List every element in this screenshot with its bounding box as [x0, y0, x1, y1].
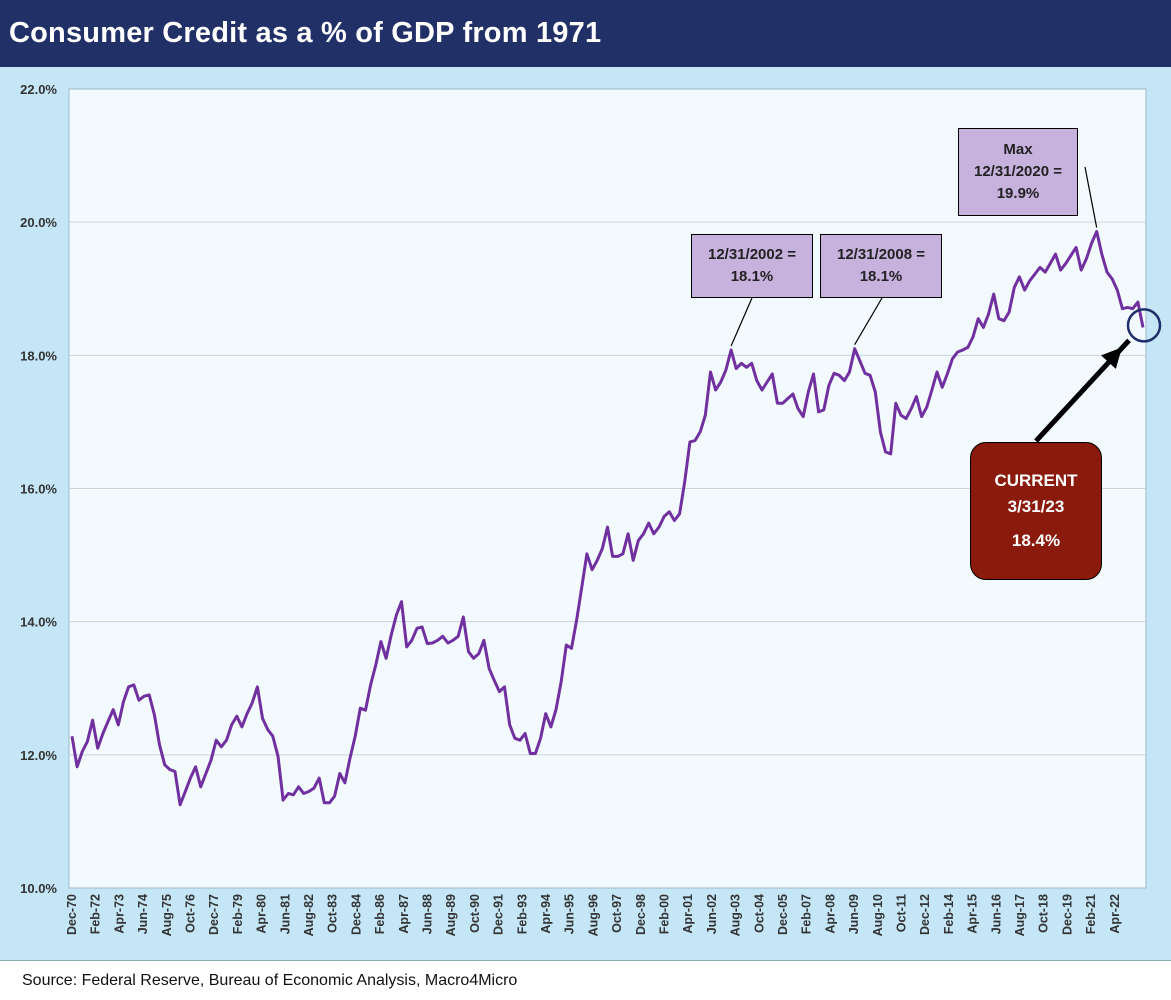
- y-tick-label: 12.0%: [20, 748, 57, 763]
- leader-line-2008: [854, 297, 883, 345]
- chart-title-bar: Consumer Credit as a % of GDP from 1971: [0, 0, 1171, 67]
- x-tick-label: Aug-10: [871, 894, 885, 936]
- source-note: Source: Federal Reserve, Bureau of Econo…: [0, 960, 1171, 1000]
- x-tick-label: Dec-84: [349, 894, 363, 935]
- line-chart: 10.0% 12.0% 14.0% 16.0% 18.0% 20.0% 22.0% Dec-7…: [20, 82, 1162, 936]
- chart-title: Consumer Credit as a % of GDP from 1971: [9, 17, 602, 49]
- x-tick-label: Oct-11: [895, 894, 909, 932]
- x-tick-label: Feb-79: [231, 894, 245, 934]
- x-tick-label: Aug-17: [1013, 894, 1027, 936]
- x-tick-label: Jun-16: [989, 894, 1003, 934]
- leader-line-max: [1084, 166, 1098, 228]
- callout-2008-line1: 12/31/2008 =: [836, 246, 925, 263]
- x-tick-label: Jun-09: [847, 894, 861, 934]
- x-tick-label: Aug-82: [302, 894, 316, 936]
- x-tick-label: Apr-87: [397, 894, 411, 934]
- x-tick-label: Jun-88: [421, 894, 435, 934]
- x-tick-label: Apr-80: [255, 894, 269, 934]
- current-value: 18.4%: [1011, 531, 1061, 550]
- x-tick-label: Dec-05: [776, 894, 790, 935]
- x-tick-label: Feb-07: [800, 894, 814, 934]
- y-tick-label: 16.0%: [20, 482, 57, 497]
- current-label: CURRENT: [994, 471, 1078, 490]
- callout-current: CURRENT 3/31/23 18.4%: [970, 442, 1102, 580]
- callout-2002-line1: 12/31/2002 =: [707, 246, 796, 263]
- x-tick-label: Jun-81: [278, 894, 292, 934]
- x-tick-label: Dec-77: [207, 894, 221, 935]
- y-tick-label: 22.0%: [20, 82, 57, 97]
- x-tick-label: Oct-18: [1037, 894, 1051, 933]
- x-tick-label: Feb-14: [942, 894, 956, 934]
- x-tick-label: Dec-91: [492, 894, 506, 935]
- x-tick-label: Oct-97: [610, 894, 624, 933]
- callout-max-line1: Max: [1003, 141, 1033, 158]
- y-tick-label: 10.0%: [20, 881, 57, 896]
- x-tick-label: Feb-86: [373, 894, 387, 934]
- x-tick-label: Dec-12: [918, 894, 932, 935]
- x-tick-label: Apr-15: [966, 894, 980, 934]
- x-tick-label: Feb-72: [89, 894, 103, 934]
- x-tick-label: Apr-22: [1108, 894, 1122, 934]
- x-tick-label: Feb-00: [658, 894, 672, 934]
- x-tick-label: Oct-83: [326, 894, 340, 933]
- x-tick-label: Oct-76: [184, 894, 198, 933]
- source-text: Source: Federal Reserve, Bureau of Econo…: [22, 971, 518, 989]
- leader-line-2002: [730, 297, 753, 347]
- x-tick-label: Oct-90: [468, 894, 482, 933]
- callout-2008-line2: 18.1%: [859, 268, 903, 285]
- current-arrow-head: [1101, 347, 1122, 369]
- callout-max-line3: 19.9%: [996, 185, 1040, 202]
- x-tick-label: Dec-70: [65, 894, 79, 935]
- x-tick-label: Oct-04: [752, 894, 766, 933]
- callout-2002-peak: 12/31/2002 = 18.1%: [691, 234, 813, 298]
- x-tick-label: Apr-73: [112, 894, 126, 934]
- x-tick-label: Apr-08: [823, 894, 837, 934]
- x-tick-label: Aug-03: [729, 894, 743, 936]
- x-tick-label: Jun-02: [705, 894, 719, 934]
- callout-2002-line2: 18.1%: [730, 268, 774, 285]
- y-tick-label: 20.0%: [20, 215, 57, 230]
- current-date: 3/31/23: [1007, 497, 1065, 516]
- x-tick-label: Aug-96: [586, 894, 600, 936]
- x-tick-label: Dec-98: [634, 894, 648, 935]
- callout-max: Max 12/31/2020 = 19.9%: [958, 128, 1078, 216]
- chart-frame: 10.0% 12.0% 14.0% 16.0% 18.0% 20.0% 22.0% Dec-7…: [0, 67, 1171, 960]
- x-tick-label: Dec-19: [1060, 894, 1074, 935]
- x-tick-label: Feb-21: [1084, 894, 1098, 934]
- x-tick-label: Apr-94: [539, 894, 553, 934]
- y-tick-label: 18.0%: [20, 348, 57, 363]
- x-tick-label: Aug-89: [444, 894, 458, 936]
- x-tick-label: Feb-93: [515, 894, 529, 934]
- series-line-consumer-credit: [70, 230, 1145, 807]
- x-tick-label: Jun-95: [563, 894, 577, 934]
- callout-max-line2: 12/31/2020 =: [973, 163, 1062, 180]
- current-point-circle: [1126, 308, 1162, 343]
- x-tick-label: Jun-74: [136, 894, 150, 934]
- x-tick-label: Aug-75: [160, 894, 174, 936]
- y-tick-label: 14.0%: [20, 615, 57, 630]
- callout-2008-peak: 12/31/2008 = 18.1%: [820, 234, 942, 298]
- x-tick-label: Apr-01: [681, 894, 695, 934]
